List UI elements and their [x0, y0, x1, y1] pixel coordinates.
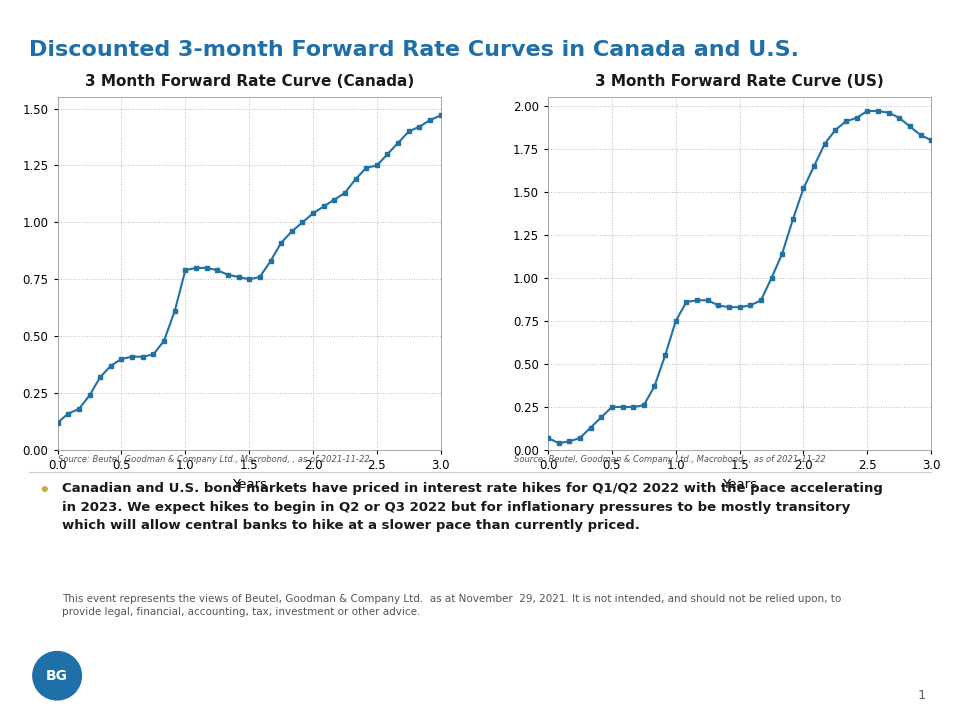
Text: Discounted 3-month Forward Rate Curves in Canada and U.S.: Discounted 3-month Forward Rate Curves i… — [29, 40, 799, 60]
Text: Canadian and U.S. bond markets have priced in interest rate hikes for Q1/Q2 2022: Canadian and U.S. bond markets have pric… — [62, 482, 883, 532]
Text: Source: Beutel, Goodman & Company Ltd., Macrobond, , as of 2021-11-22: Source: Beutel, Goodman & Company Ltd., … — [58, 455, 370, 464]
Text: BG: BG — [46, 669, 68, 683]
Title: 3 Month Forward Rate Curve (Canada): 3 Month Forward Rate Curve (Canada) — [84, 74, 414, 89]
Text: This event represents the views of Beutel, Goodman & Company Ltd.  as at Novembe: This event represents the views of Beute… — [62, 594, 842, 617]
X-axis label: Years: Years — [722, 477, 757, 490]
Title: 3 Month Forward Rate Curve (US): 3 Month Forward Rate Curve (US) — [595, 74, 884, 89]
Text: Source: Beutel, Goodman & Company Ltd., Macrobond, , as of 2021-11-22: Source: Beutel, Goodman & Company Ltd., … — [514, 455, 826, 464]
Text: •: • — [38, 482, 50, 500]
Text: 1: 1 — [918, 689, 926, 702]
Circle shape — [33, 652, 82, 700]
X-axis label: Years: Years — [231, 477, 267, 490]
